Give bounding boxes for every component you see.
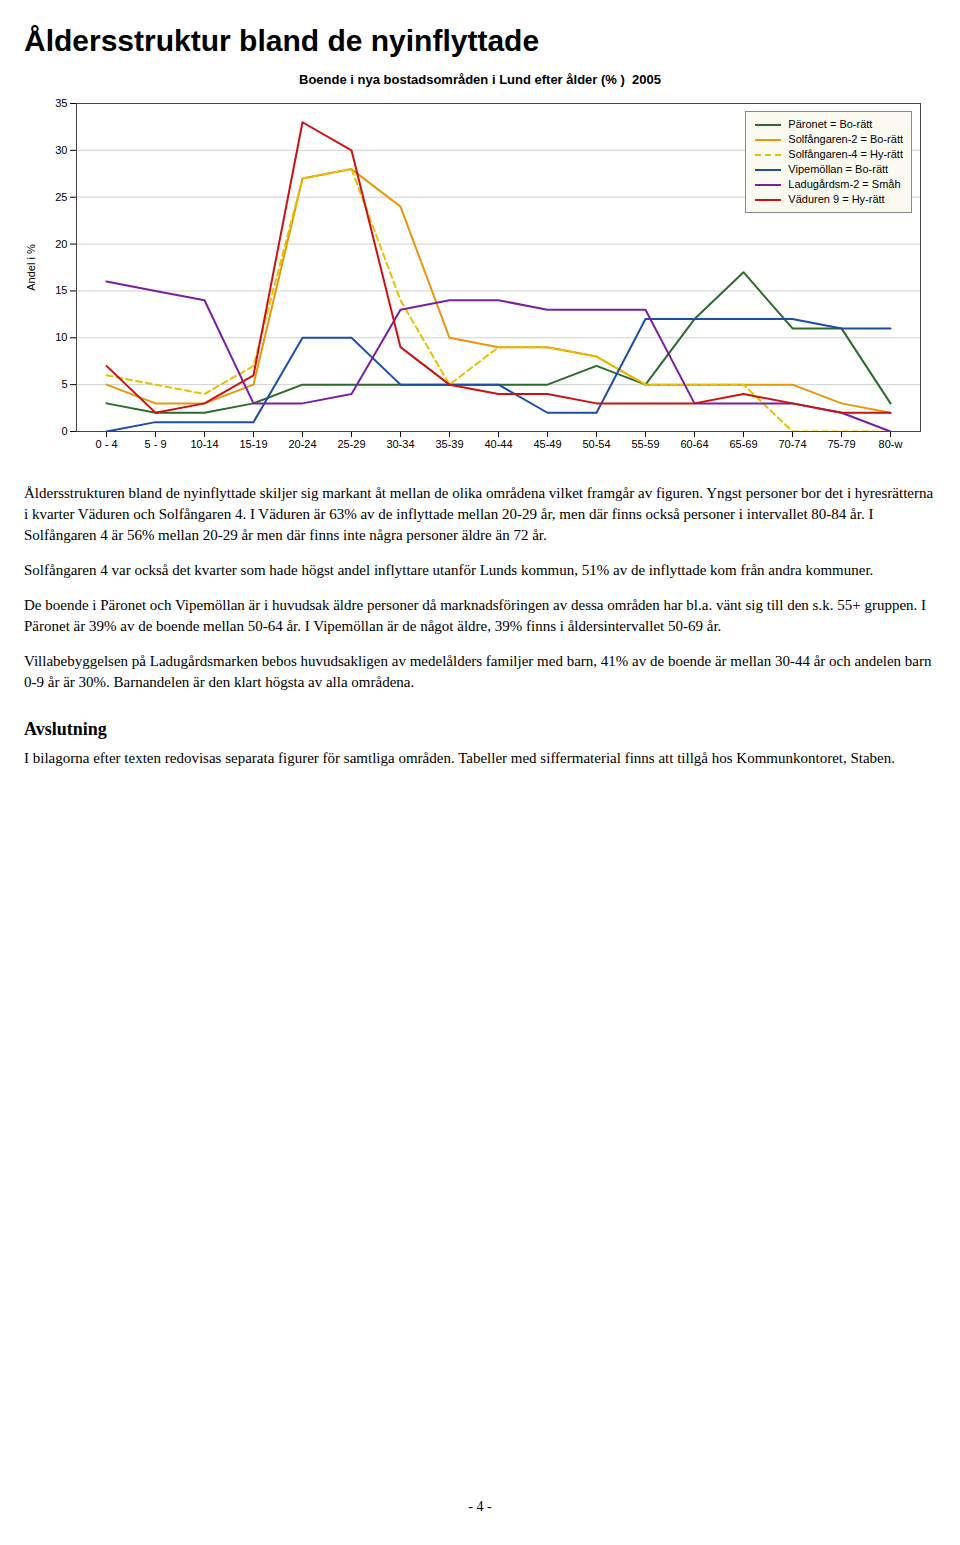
svg-text:30: 30 xyxy=(55,144,67,156)
html-text:Päronet = Bo-rätt: Päronet = Bo-rätt xyxy=(788,118,873,130)
svg-text:Andel i %: Andel i % xyxy=(25,244,37,291)
svg-text:45-49: 45-49 xyxy=(533,438,561,450)
html-text:Vipemöllan = Bo-rätt: Vipemöllan = Bo-rätt xyxy=(788,163,889,175)
html-text:Åldersstruktur bland de nyinfl: Åldersstruktur bland de nyinflyttade xyxy=(24,24,540,57)
svg-text:25-29: 25-29 xyxy=(337,438,365,450)
svg-text:5: 5 xyxy=(61,378,67,390)
html-text:Solfångaren-4 = Hy-rätt: Solfångaren-4 = Hy-rätt xyxy=(788,148,903,160)
svg-text:65-69: 65-69 xyxy=(729,438,757,450)
svg-text:20-24: 20-24 xyxy=(288,438,316,450)
html-text:Solfångaren-2 = Bo-rätt: Solfångaren-2 = Bo-rätt xyxy=(788,133,903,145)
html-text:Åldersstrukturen bland de nyin: Åldersstrukturen bland de nyinflyttade s… xyxy=(24,485,934,543)
html-text:Avslutning: Avslutning xyxy=(24,719,107,739)
html-text:De boende i Päronet och Vipemö: De boende i Päronet och Vipemöllan är i … xyxy=(24,597,926,634)
html-text:I bilagorna efter texten redov: I bilagorna efter texten redovisas separ… xyxy=(24,750,895,766)
html-text:Villabebyggelsen på Ladugårdsm: Villabebyggelsen på Ladugårdsmarken bebo… xyxy=(24,653,932,690)
svg-text:10-14: 10-14 xyxy=(190,438,218,450)
html-text:Väduren 9 = Hy-rätt: Väduren 9 = Hy-rätt xyxy=(788,193,885,205)
svg-text:15: 15 xyxy=(55,284,67,296)
html-text:- 4 -: - 4 - xyxy=(468,1499,492,1514)
svg-text:35-39: 35-39 xyxy=(435,438,463,450)
svg-text:15-19: 15-19 xyxy=(239,438,267,450)
svg-text:70-74: 70-74 xyxy=(778,438,806,450)
svg-text:25: 25 xyxy=(55,191,67,203)
svg-text:75-79: 75-79 xyxy=(827,438,855,450)
html-text:Ladugårdsm-2 = Småh: Ladugårdsm-2 = Småh xyxy=(788,178,901,190)
svg-text:30-34: 30-34 xyxy=(386,438,414,450)
svg-text:60-64: 60-64 xyxy=(680,438,708,450)
svg-text:55-59: 55-59 xyxy=(631,438,659,450)
svg-text:5 - 9: 5 - 9 xyxy=(144,438,166,450)
html-text:Boende i nya bostadsområden i: Boende i nya bostadsområden i Lund efter… xyxy=(299,72,661,87)
svg-text:0 - 4: 0 - 4 xyxy=(95,438,117,450)
html-text:Solfångaren 4 var också det kv: Solfångaren 4 var också det kvarter som … xyxy=(24,562,874,578)
svg-text:80-w: 80-w xyxy=(879,438,903,450)
svg-text:50-54: 50-54 xyxy=(582,438,610,450)
svg-text:10: 10 xyxy=(55,331,67,343)
svg-text:0: 0 xyxy=(61,425,67,437)
svg-text:40-44: 40-44 xyxy=(484,438,512,450)
svg-text:20: 20 xyxy=(55,238,67,250)
svg-text:35: 35 xyxy=(55,97,67,109)
